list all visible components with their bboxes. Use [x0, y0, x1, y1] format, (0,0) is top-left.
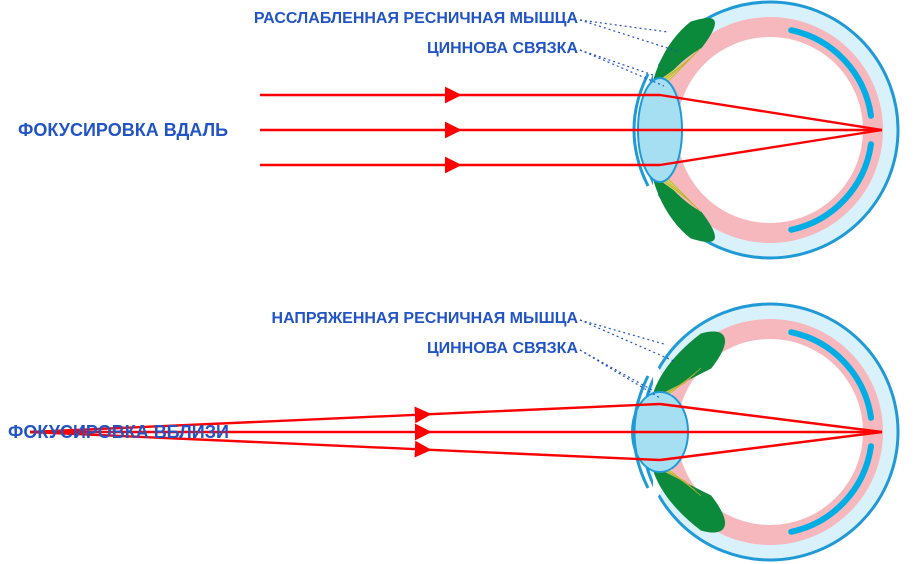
label-zonule-top: ЦИННОВА СВЯЗКА: [427, 40, 578, 58]
label-muscle-tense: НАПРЯЖЕННАЯ РЕСНИЧНАЯ МЫШЦА: [272, 310, 578, 328]
leader-zonule-top: [580, 50, 656, 76]
leader-muscle-top: [580, 20, 668, 32]
light-ray: [430, 450, 660, 460]
diagram-canvas: [0, 0, 916, 564]
label-muscle-relaxed: РАССЛАБЛЕННАЯ РЕСНИЧНАЯ МЫШЦА: [254, 10, 578, 28]
title-near: ФОКУСИРОВКА ВБЛИЗИ: [8, 422, 229, 443]
leader-muscle-bot: [580, 320, 664, 344]
leader-zonule-bot: [580, 350, 652, 390]
label-zonule-bot: ЦИННОВА СВЯЗКА: [427, 340, 578, 358]
leader-muscle-bot: [580, 320, 676, 362]
light-ray: [430, 404, 660, 414]
title-far: ФОКУСИРОВКА ВДАЛЬ: [18, 120, 228, 141]
leader-muscle-top: [580, 20, 680, 52]
